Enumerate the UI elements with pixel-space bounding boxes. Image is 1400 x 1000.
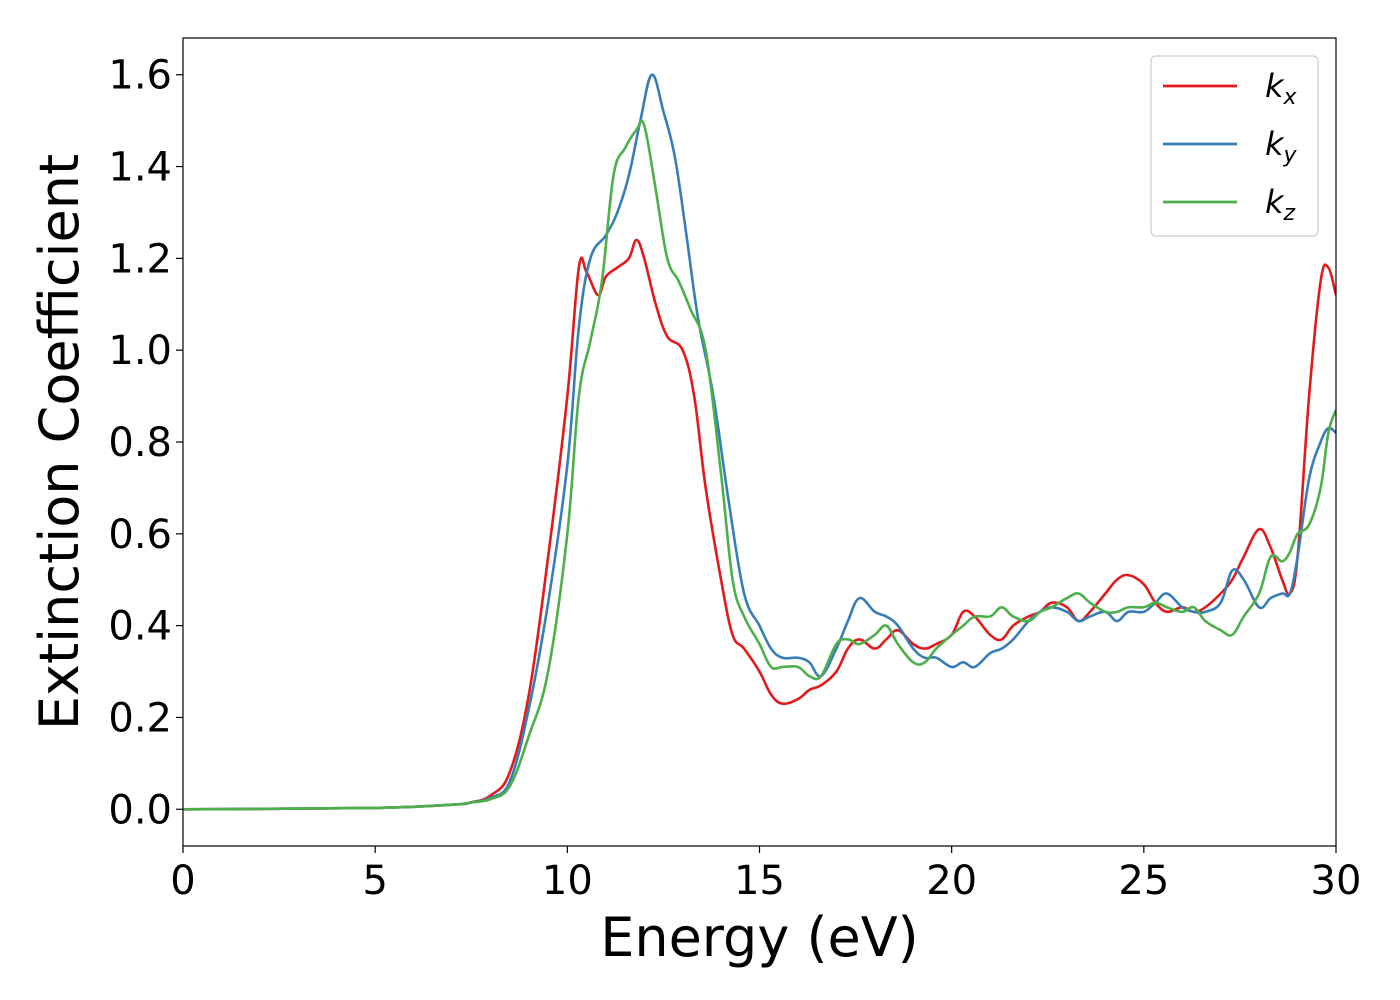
series-line-z bbox=[183, 119, 1336, 811]
x-tick-label: 5 bbox=[362, 858, 387, 904]
y-tick-label: 1.6 bbox=[108, 53, 172, 99]
legend-label-z: kz bbox=[1265, 183, 1296, 226]
x-tick-label: 15 bbox=[734, 858, 785, 904]
series-line-x bbox=[183, 238, 1336, 811]
y-tick-label: 1.0 bbox=[108, 328, 172, 374]
x-tick-label: 20 bbox=[926, 858, 977, 904]
legend-label-y: ky bbox=[1265, 125, 1298, 168]
x-tick-label: 30 bbox=[1311, 858, 1362, 904]
legend-label-x: kx bbox=[1265, 67, 1298, 110]
series-line-y bbox=[183, 73, 1336, 811]
x-axis-ticks: 0 5 10 15 20 25 30 bbox=[170, 846, 1361, 904]
y-tick-label: 1.2 bbox=[108, 236, 172, 282]
legend: kx ky kz bbox=[1150, 55, 1319, 237]
y-tick-label: 1.4 bbox=[108, 145, 172, 191]
x-axis-title: Energy (eV) bbox=[600, 906, 919, 969]
x-tick-label: 0 bbox=[170, 858, 195, 904]
y-tick-label: 0.2 bbox=[108, 695, 172, 741]
x-tick-label: 25 bbox=[1118, 858, 1169, 904]
plot-lines bbox=[183, 73, 1336, 811]
y-tick-label: 0.0 bbox=[108, 787, 172, 833]
y-tick-label: 0.8 bbox=[108, 420, 172, 466]
x-tick-label: 10 bbox=[542, 858, 593, 904]
legend-box bbox=[1150, 55, 1319, 237]
y-tick-label: 0.6 bbox=[108, 512, 172, 558]
y-axis-title: Extinction Coefficient bbox=[28, 154, 91, 730]
y-axis-ticks: 0.0 0.2 0.4 0.6 0.8 1.0 1.2 1.4 1.6 bbox=[108, 53, 183, 833]
y-tick-label: 0.4 bbox=[108, 604, 172, 650]
